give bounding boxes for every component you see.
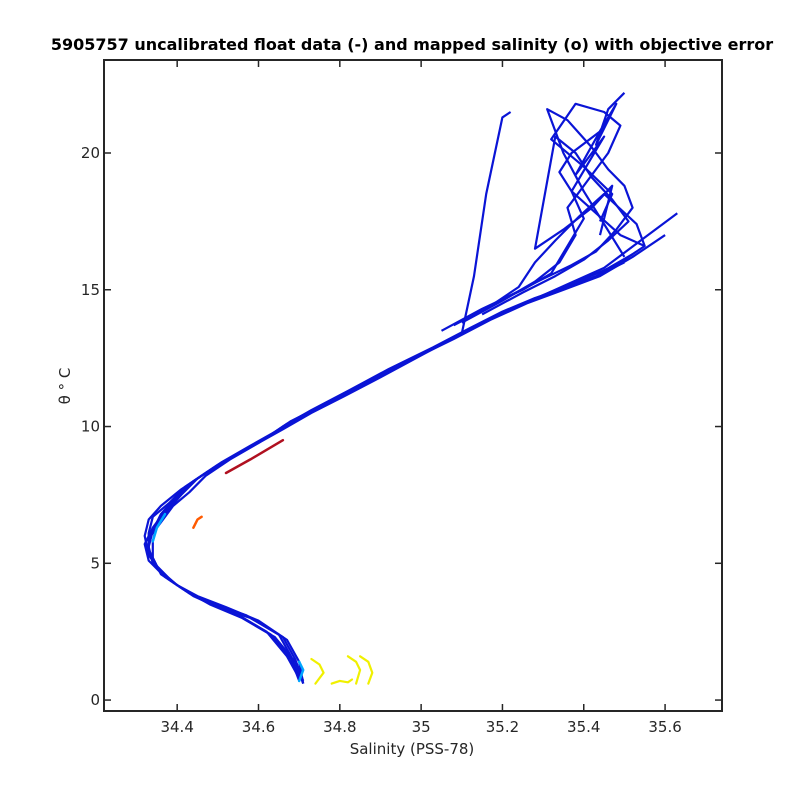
profile-line-6: [147, 111, 512, 679]
deep-highlight-bottom: [297, 660, 305, 683]
y-tick-label: 10: [81, 418, 100, 436]
profile-line-8: [461, 102, 622, 324]
profile-line-4: [143, 234, 666, 684]
y-tick-label: 0: [90, 691, 100, 709]
axis-ticks: 34.4 34.6 34.8 35 35.2 35.4 35.6 0 5 10 15 20: [81, 60, 722, 736]
mapped-salinity-4: [359, 655, 374, 685]
x-tick-label: 35.6: [648, 718, 681, 736]
x-tick-label: 34.8: [323, 718, 356, 736]
profile-line-2: [147, 253, 634, 682]
profile-line-1: [143, 261, 625, 684]
float-profiles: [143, 92, 678, 684]
x-tick-label: 34.4: [160, 718, 193, 736]
mapped-salinity-2: [330, 678, 354, 685]
y-tick-label: 5: [90, 554, 100, 572]
y-tick-label: 20: [81, 144, 100, 162]
y-tick-label: 15: [81, 281, 100, 299]
profile-line-10: [481, 135, 630, 316]
x-tick-label: 35.2: [486, 718, 519, 736]
x-tick-label: 35: [412, 718, 431, 736]
highlight-marks: [151, 438, 374, 685]
x-axis-label: Salinity (PSS-78): [350, 740, 475, 758]
y-axis-label: θ ° C: [56, 368, 74, 405]
profile-line-11: [453, 127, 646, 327]
plot-frame: [103, 59, 723, 712]
mapped-salinity-3: [346, 655, 362, 685]
mapped-salinity-1: [310, 657, 325, 685]
chart-title: 5905757 uncalibrated float data (-) and …: [51, 35, 773, 54]
profile-line-9: [469, 108, 634, 319]
x-tick-label: 35.4: [567, 718, 600, 736]
deep-highlight-upper: [151, 512, 167, 543]
orange-mark: [192, 515, 203, 529]
mid-highlight: [224, 438, 285, 475]
x-tick-label: 34.6: [242, 718, 275, 736]
